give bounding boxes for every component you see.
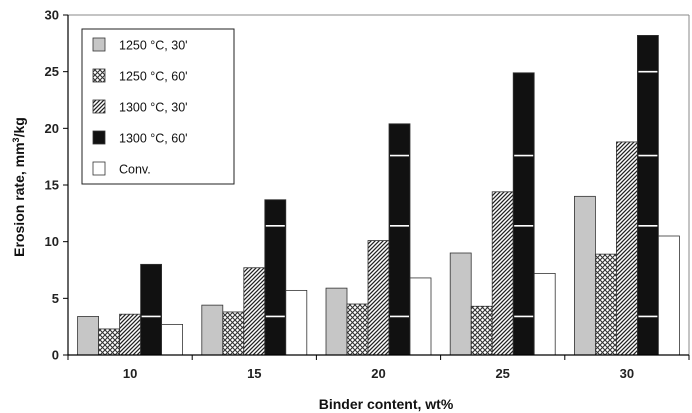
bar	[285, 289, 308, 356]
bar	[533, 272, 556, 356]
y-axis-title-main: Erosion rate, mm	[11, 142, 27, 256]
plot-frame	[68, 14, 690, 355]
y-axis-title-tail: /kg	[11, 117, 27, 137]
bar	[637, 35, 659, 356]
bar	[449, 252, 472, 356]
bar	[616, 141, 638, 356]
y-tick-label: 0	[52, 348, 59, 363]
y-tick-label: 5	[52, 291, 59, 306]
legend: 1250 °C, 30' 1250 °C, 60' 1300 °C, 30' 1300…	[81, 28, 235, 185]
bar	[491, 191, 514, 356]
x-tick-label: 20	[371, 366, 385, 381]
x-axis-title: Binder content, wt%	[319, 396, 454, 412]
bar	[409, 277, 432, 356]
bar	[140, 263, 163, 356]
y-tick-label: 30	[45, 8, 59, 23]
bar	[201, 304, 224, 356]
legend-swatch	[92, 130, 106, 145]
bar	[264, 199, 287, 356]
legend-label: 1250 °C, 30'	[119, 39, 188, 53]
legend-swatch	[92, 99, 106, 114]
y-axis-title-superscript: 3	[11, 137, 21, 142]
legend-label: 1300 °C, 30'	[119, 101, 188, 115]
bar	[161, 323, 184, 356]
y-axis: 0 5 10 15 20 25 30	[45, 8, 69, 363]
bar	[388, 123, 411, 356]
y-tick-label: 25	[45, 64, 59, 79]
y-tick-label: 20	[45, 121, 59, 136]
x-tick-label: 25	[495, 366, 509, 381]
bar	[325, 287, 348, 356]
x-tick-label: 15	[247, 366, 261, 381]
x-tick-label: 10	[123, 366, 137, 381]
bar	[346, 303, 369, 356]
bar	[574, 195, 596, 356]
bar	[243, 267, 266, 356]
legend-swatch	[92, 161, 106, 176]
x-axis: 10 15 20 25 30	[67, 354, 690, 381]
y-tick-label: 15	[45, 178, 59, 193]
legend-swatch	[92, 68, 106, 83]
bar	[512, 72, 535, 356]
y-tick-label: 10	[45, 234, 59, 249]
legend-label: Conv.	[119, 163, 151, 177]
bar	[98, 328, 120, 356]
legend-box	[81, 28, 235, 185]
y-axis-title: Erosion rate, mm3/kg	[11, 117, 27, 257]
bar	[77, 316, 99, 356]
bars-group	[77, 35, 680, 356]
legend-label: 1250 °C, 60'	[119, 70, 188, 84]
bar	[595, 253, 617, 356]
legend-swatch	[92, 37, 106, 52]
bar	[222, 311, 245, 356]
bar	[367, 240, 390, 356]
bar	[658, 235, 680, 356]
x-tick-label: 30	[620, 366, 634, 381]
bar	[119, 313, 141, 356]
bar	[470, 305, 493, 356]
legend-label: 1300 °C, 60'	[119, 132, 188, 146]
